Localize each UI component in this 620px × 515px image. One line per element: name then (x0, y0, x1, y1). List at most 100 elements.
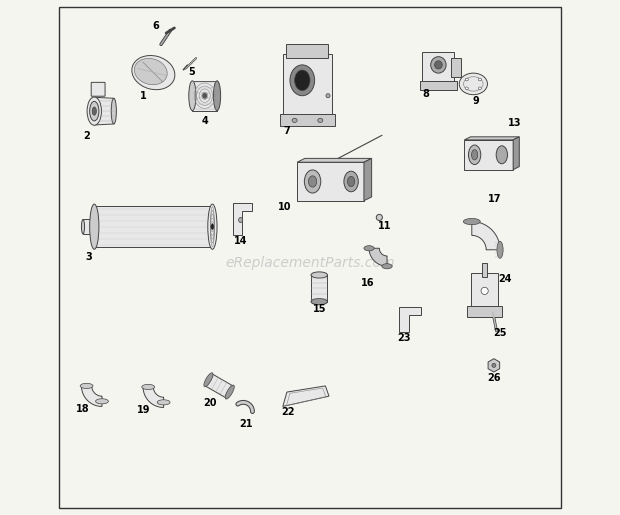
Text: 1: 1 (140, 91, 146, 101)
Text: 25: 25 (494, 328, 507, 337)
Polygon shape (369, 248, 387, 266)
Ellipse shape (326, 94, 330, 98)
Ellipse shape (211, 224, 214, 230)
Ellipse shape (92, 107, 96, 115)
Polygon shape (364, 159, 371, 201)
Polygon shape (297, 162, 364, 201)
Text: 16: 16 (361, 278, 374, 288)
Text: 14: 14 (234, 236, 247, 246)
Ellipse shape (492, 364, 496, 367)
Ellipse shape (376, 214, 383, 220)
Polygon shape (283, 386, 329, 406)
Ellipse shape (478, 87, 481, 90)
Polygon shape (488, 358, 500, 372)
Polygon shape (297, 159, 371, 162)
Polygon shape (192, 81, 217, 111)
FancyBboxPatch shape (283, 54, 332, 117)
Ellipse shape (87, 97, 102, 125)
Ellipse shape (225, 385, 234, 399)
Ellipse shape (213, 81, 221, 111)
Polygon shape (513, 137, 520, 169)
Polygon shape (399, 307, 421, 332)
Ellipse shape (459, 73, 487, 95)
FancyBboxPatch shape (91, 82, 105, 96)
Ellipse shape (435, 61, 442, 69)
Polygon shape (233, 203, 252, 235)
Text: 3: 3 (86, 252, 92, 262)
Text: 20: 20 (203, 399, 216, 408)
FancyBboxPatch shape (451, 58, 461, 77)
Ellipse shape (472, 150, 477, 160)
Ellipse shape (80, 383, 93, 388)
FancyBboxPatch shape (280, 114, 335, 126)
Polygon shape (464, 140, 513, 169)
Ellipse shape (311, 272, 327, 278)
Ellipse shape (90, 101, 99, 121)
Text: 11: 11 (378, 221, 391, 231)
Ellipse shape (81, 219, 84, 234)
Text: 8: 8 (422, 89, 429, 99)
Ellipse shape (290, 65, 314, 96)
FancyBboxPatch shape (471, 273, 498, 309)
Polygon shape (464, 137, 520, 140)
Ellipse shape (481, 287, 488, 295)
Text: 10: 10 (278, 202, 291, 212)
Ellipse shape (382, 264, 392, 269)
Polygon shape (81, 386, 102, 406)
FancyBboxPatch shape (467, 306, 502, 317)
Ellipse shape (465, 78, 468, 81)
Ellipse shape (132, 56, 175, 90)
Text: eReplacementParts.com: eReplacementParts.com (225, 255, 395, 270)
Ellipse shape (431, 57, 446, 73)
Ellipse shape (463, 218, 480, 225)
Ellipse shape (317, 118, 323, 123)
Polygon shape (472, 221, 500, 250)
Polygon shape (311, 275, 327, 302)
Ellipse shape (292, 118, 297, 123)
Text: 13: 13 (508, 117, 521, 128)
Ellipse shape (364, 246, 374, 251)
Text: 9: 9 (472, 96, 479, 107)
Ellipse shape (478, 78, 481, 81)
Ellipse shape (157, 400, 170, 405)
Ellipse shape (208, 204, 217, 249)
Text: 15: 15 (312, 304, 326, 314)
FancyBboxPatch shape (420, 81, 457, 90)
Polygon shape (83, 219, 95, 234)
FancyBboxPatch shape (422, 52, 454, 83)
Text: 22: 22 (281, 407, 294, 417)
Ellipse shape (203, 93, 207, 98)
Ellipse shape (294, 70, 310, 91)
Ellipse shape (497, 242, 503, 258)
Ellipse shape (135, 58, 167, 84)
Ellipse shape (111, 98, 117, 124)
Polygon shape (94, 206, 213, 247)
Text: 4: 4 (202, 116, 208, 126)
Ellipse shape (469, 145, 481, 164)
Ellipse shape (204, 373, 213, 387)
Text: 18: 18 (76, 404, 89, 414)
Ellipse shape (311, 299, 327, 305)
Text: 6: 6 (153, 21, 159, 31)
FancyBboxPatch shape (205, 373, 234, 398)
Ellipse shape (465, 87, 468, 90)
FancyBboxPatch shape (286, 44, 329, 58)
Ellipse shape (142, 384, 154, 389)
Text: 7: 7 (283, 126, 290, 136)
Ellipse shape (496, 146, 508, 164)
Polygon shape (94, 97, 114, 125)
Text: 24: 24 (498, 273, 512, 284)
Ellipse shape (239, 217, 242, 222)
Ellipse shape (347, 176, 355, 186)
Ellipse shape (304, 170, 321, 193)
Ellipse shape (344, 171, 358, 192)
Text: 23: 23 (397, 333, 410, 342)
Text: 19: 19 (138, 405, 151, 415)
FancyBboxPatch shape (482, 263, 487, 277)
Ellipse shape (309, 176, 317, 187)
Ellipse shape (90, 204, 99, 249)
Ellipse shape (95, 399, 108, 404)
Text: 21: 21 (239, 419, 252, 429)
Ellipse shape (188, 81, 196, 111)
Text: 17: 17 (488, 194, 502, 204)
